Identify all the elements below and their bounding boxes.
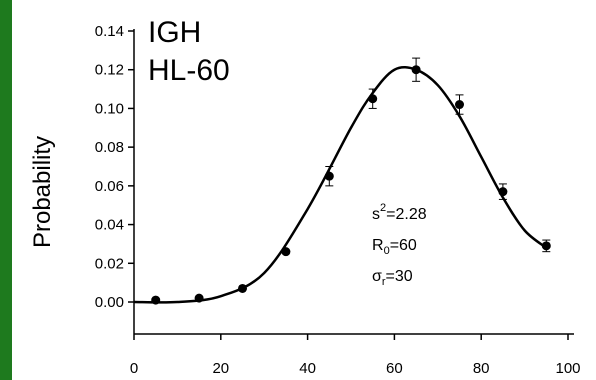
data-point-1 bbox=[194, 293, 204, 303]
y-axis-label: Probability bbox=[29, 136, 56, 248]
y-tick-label-3: 0.06 bbox=[95, 178, 124, 195]
error-bars-group bbox=[325, 57, 551, 253]
r0-label: R0=60 bbox=[372, 237, 417, 257]
s2-label: s2=2.28 bbox=[372, 202, 427, 223]
data-point-2 bbox=[238, 283, 247, 293]
axes-group: 0.000.020.040.060.080.100.120.140 20 40 60 8… bbox=[95, 23, 581, 377]
fit-curve-line bbox=[133, 66, 548, 304]
s2-superscript: 2 bbox=[380, 202, 386, 214]
data-point-4 bbox=[324, 171, 334, 181]
data-point-3 bbox=[281, 247, 291, 257]
sigma-label: σr=30 bbox=[372, 268, 413, 288]
fit-parameters-annotation: s2=2.28 R0=60 σr=30 bbox=[372, 202, 427, 288]
data-point-7 bbox=[455, 100, 464, 110]
x-tick-label-0: 0 bbox=[130, 360, 138, 377]
data-points-group bbox=[151, 65, 551, 305]
sigma-base: σ bbox=[372, 268, 382, 285]
left-accent-bar bbox=[0, 0, 12, 380]
y-tick-label-7: 0.14 bbox=[95, 23, 124, 40]
s2-value: =2.28 bbox=[386, 206, 427, 223]
title-line-2: HL-60 bbox=[148, 54, 230, 87]
y-tick-label-5: 0.10 bbox=[95, 100, 124, 117]
data-point-5 bbox=[368, 94, 378, 104]
r0-value: =60 bbox=[390, 237, 417, 254]
y-tick-label-6: 0.12 bbox=[95, 62, 124, 79]
y-tick-label-2: 0.04 bbox=[95, 217, 124, 234]
data-point-6 bbox=[411, 65, 421, 75]
x-tick-label-5: 100 bbox=[555, 360, 580, 377]
data-point-0 bbox=[151, 295, 161, 305]
y-tick-label-4: 0.08 bbox=[95, 139, 124, 156]
x-tick-label-4: 80 bbox=[473, 360, 490, 377]
r0-subscript: 0 bbox=[384, 245, 390, 257]
r0-base: R bbox=[372, 237, 384, 254]
fit-curve-group bbox=[133, 66, 548, 304]
x-tick-label-1: 20 bbox=[212, 360, 229, 377]
y-tick-label-0: 0.00 bbox=[95, 294, 124, 311]
y-tick-label-1: 0.02 bbox=[95, 255, 124, 272]
sigma-value: =30 bbox=[386, 268, 413, 285]
title-line-1: IGH bbox=[148, 16, 201, 49]
s2-base: s bbox=[372, 206, 380, 223]
data-point-8 bbox=[498, 187, 508, 197]
data-point-9 bbox=[541, 241, 551, 251]
x-tick-label-3: 60 bbox=[386, 360, 403, 377]
x-tick-label-2: 40 bbox=[299, 360, 316, 377]
sigma-subscript: r bbox=[382, 276, 386, 288]
